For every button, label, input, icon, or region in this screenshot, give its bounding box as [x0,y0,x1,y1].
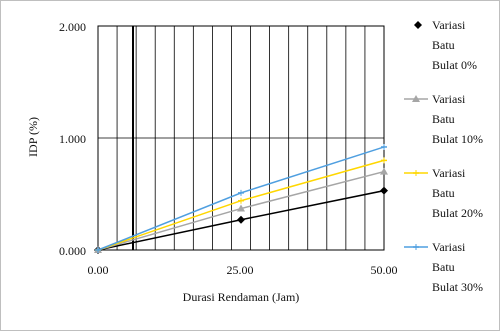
data-point-0-2 [380,186,388,195]
legend-item-3: Variasi Batu Bulat 30% [404,240,483,294]
x-tick-label-2: 50.00 [371,263,398,277]
series-0 [94,186,388,254]
y-axis-title: IDP (%) [26,117,40,157]
data-point-0-1 [237,215,245,224]
x-tick-label-1: 25.00 [227,263,254,277]
legend-marker-1 [412,95,420,102]
x-axis-title: Durasi Rendaman (Jam) [183,290,300,304]
series-3 [95,143,387,253]
series-group [94,143,388,254]
data-point-1-1 [237,204,245,212]
legend-label-2: Variasi [432,166,466,180]
legend-item-1: Variasi Batu Bulat 10% [404,92,483,146]
series-1 [94,167,388,253]
plot-border [97,25,385,251]
legend-label-1: Variasi [432,92,466,106]
axes [97,25,385,251]
legend-label-2: Batu [432,186,455,200]
data-point-1-2 [380,167,388,175]
legend-item-0: Variasi Batu Bulat 0% [414,18,477,72]
legend-item-2: Variasi Batu Bulat 20% [404,166,483,220]
legend-label-3: Batu [432,260,455,274]
legend-label-2: Bulat 20% [432,206,483,220]
y-tick-label-bottom: 0.000 [59,244,86,258]
legend-label-1: Batu [432,112,455,126]
legend-label-1: Bulat 10% [432,132,483,146]
grid-lines [98,26,384,250]
y-tick-label-top: 2.000 [59,20,86,34]
legend-label-3: Variasi [432,240,466,254]
legend-label-0: Bulat 0% [432,58,477,72]
legend-label-0: Batu [432,38,455,52]
legend-label-0: Variasi [432,18,466,32]
legend-marker-0 [414,21,422,29]
x-tick-label-0: 0.00 [88,263,109,277]
legend-label-3: Bulat 30% [432,280,483,294]
y-tick-label-mid: 1.000 [59,132,86,146]
